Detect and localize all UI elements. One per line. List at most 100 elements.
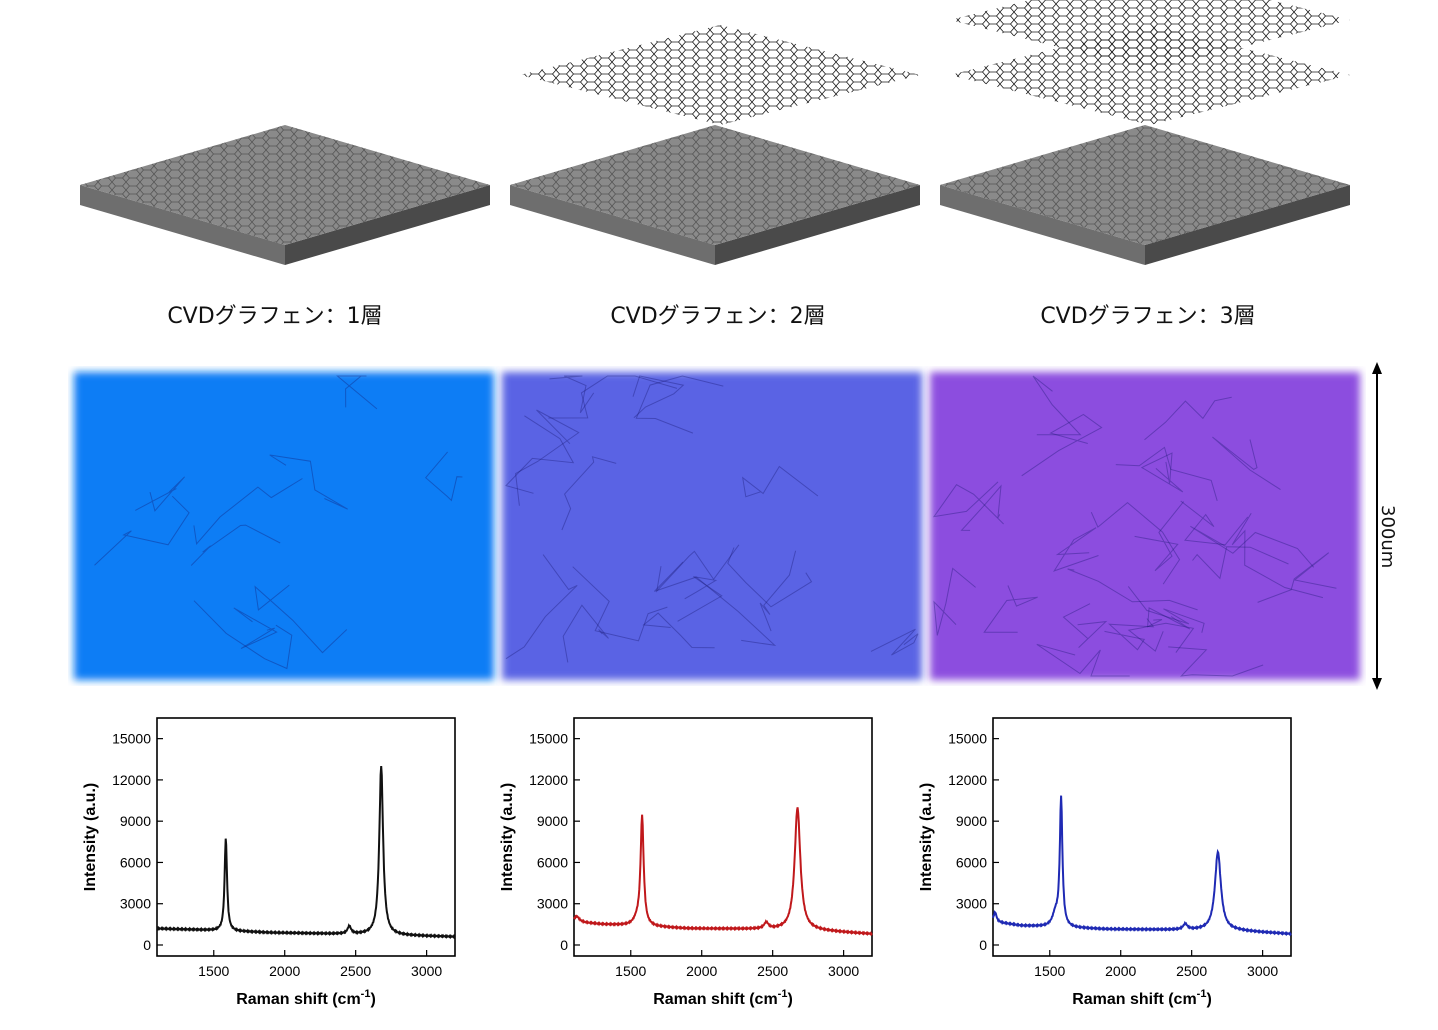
grain-boundary bbox=[642, 612, 715, 649]
grain-boundary bbox=[635, 375, 724, 434]
x-tick-label: 3000 bbox=[411, 963, 442, 979]
x-axis-label: Raman shift (cm-1) bbox=[1072, 988, 1212, 1008]
grain-boundary bbox=[1192, 546, 1289, 580]
grain-boundary bbox=[549, 375, 595, 414]
plot-frame bbox=[573, 717, 873, 957]
grain-boundary bbox=[1067, 568, 1198, 611]
substrate-side-right bbox=[1145, 185, 1350, 265]
grain-boundary bbox=[515, 409, 580, 506]
x-tick-label: 2500 bbox=[757, 963, 788, 979]
y-tick-label: 6000 bbox=[120, 854, 151, 870]
raman-chart-1: 0 3000 6000 9000 12000 15000 1500 2000 2500 3000 R… bbox=[75, 716, 475, 1026]
grain-boundary bbox=[505, 554, 578, 660]
x-tick-label: 1500 bbox=[1034, 963, 1065, 979]
grain-boundary bbox=[1134, 501, 1184, 572]
y-tick-label: 12000 bbox=[112, 772, 151, 788]
y-tick-label: 6000 bbox=[956, 854, 987, 870]
raman-chart-3: 0 3000 6000 9000 12000 15000 1500 2000 2500 3000 R… bbox=[911, 716, 1311, 1026]
x-tick-label: 2000 bbox=[1105, 963, 1136, 979]
raman-spectrum-line bbox=[992, 795, 1292, 937]
x-axis-label: Raman shift (cm-1) bbox=[653, 988, 793, 1008]
layer-label-3: CVDグラフェン：3層 bbox=[1040, 304, 1256, 329]
grain-boundary bbox=[561, 456, 617, 531]
x-tick-label: 2000 bbox=[686, 963, 717, 979]
grain-boundary bbox=[233, 607, 278, 650]
plot-frame bbox=[992, 717, 1292, 957]
grain-boundary bbox=[193, 600, 293, 670]
y-tick-label: 9000 bbox=[956, 813, 987, 829]
grain-boundary bbox=[1147, 607, 1191, 630]
micrograph-field bbox=[74, 372, 494, 680]
grain-boundary bbox=[424, 451, 463, 502]
y-tick-label: 15000 bbox=[529, 731, 568, 747]
grain-boundary bbox=[1032, 375, 1082, 436]
x-tick-label: 3000 bbox=[1247, 963, 1278, 979]
x-tick-label: 2000 bbox=[269, 963, 300, 979]
y-tick-label: 0 bbox=[979, 937, 987, 953]
grain-boundary bbox=[269, 454, 348, 510]
y-axis-label: Intensity (a.u.) bbox=[82, 783, 99, 891]
floating-graphene-sheet bbox=[950, 0, 1350, 70]
scale-bar bbox=[1366, 362, 1388, 690]
grain-boundary bbox=[1168, 646, 1264, 677]
y-tick-label: 12000 bbox=[948, 772, 987, 788]
grain-boundary bbox=[1212, 436, 1281, 491]
grain-boundary bbox=[759, 550, 797, 632]
y-tick-label: 15000 bbox=[948, 731, 987, 747]
substrate-side-left bbox=[80, 185, 285, 265]
x-axis-label: Raman shift (cm-1) bbox=[236, 988, 376, 1008]
y-tick-label: 6000 bbox=[537, 854, 568, 870]
grain-boundary bbox=[1140, 452, 1184, 493]
grain-boundary bbox=[1021, 413, 1103, 477]
grain-boundary bbox=[1053, 527, 1099, 572]
grain-boundary bbox=[1062, 603, 1108, 648]
grain-boundary bbox=[1180, 500, 1249, 546]
substrate-side-left bbox=[510, 185, 715, 265]
layer-label-2: CVDグラフェン：2層 bbox=[610, 304, 826, 329]
graphene-on-substrate bbox=[80, 125, 490, 245]
y-tick-label: 12000 bbox=[529, 772, 568, 788]
grain-boundary bbox=[677, 576, 723, 622]
y-tick-label: 9000 bbox=[537, 813, 568, 829]
y-tick-label: 3000 bbox=[537, 896, 568, 912]
plot-frame bbox=[156, 717, 456, 957]
scale-label: 300um bbox=[1377, 505, 1398, 569]
grain-boundary bbox=[960, 484, 1002, 531]
raman-chart-2: 0 3000 6000 9000 12000 15000 1500 2000 2500 3000 R… bbox=[492, 716, 892, 1026]
grain-boundary bbox=[1257, 552, 1337, 603]
grain-boundary bbox=[1144, 396, 1232, 441]
x-tick-label: 2500 bbox=[1176, 963, 1207, 979]
grain-boundary bbox=[1115, 446, 1218, 501]
y-tick-label: 3000 bbox=[956, 896, 987, 912]
grain-boundary bbox=[983, 585, 1038, 633]
floating-graphene-sheet bbox=[520, 25, 920, 125]
grain-boundary bbox=[336, 375, 378, 410]
x-tick-label: 2500 bbox=[340, 963, 371, 979]
grain-boundary bbox=[1231, 512, 1324, 599]
graphene-illustration-1 bbox=[70, 10, 500, 280]
grain-boundary bbox=[94, 495, 190, 566]
micrograph-3 bbox=[924, 366, 1366, 686]
micrograph-2 bbox=[496, 366, 928, 686]
grain-boundary bbox=[572, 566, 668, 642]
graphene-illustration-2 bbox=[500, 10, 930, 280]
y-tick-label: 9000 bbox=[120, 813, 151, 829]
grain-boundary bbox=[190, 524, 281, 566]
grain-boundary bbox=[727, 547, 813, 608]
grain-boundary bbox=[1127, 622, 1195, 653]
grain-boundary bbox=[654, 561, 777, 647]
grain-boundary bbox=[656, 544, 740, 593]
micrograph-field bbox=[930, 372, 1360, 680]
y-tick-label: 3000 bbox=[120, 896, 151, 912]
grain-boundary bbox=[932, 481, 1004, 525]
x-tick-label: 3000 bbox=[828, 963, 859, 979]
substrate-side-right bbox=[715, 185, 920, 265]
y-tick-label: 0 bbox=[560, 937, 568, 953]
micrograph-1 bbox=[68, 366, 500, 686]
grain-boundary bbox=[1036, 643, 1130, 677]
y-axis-label: Intensity (a.u.) bbox=[918, 783, 935, 891]
grain-boundary bbox=[933, 567, 976, 636]
grain-boundary bbox=[505, 415, 575, 494]
grain-boundary bbox=[870, 628, 919, 656]
raman-spectrum-line bbox=[573, 807, 873, 937]
